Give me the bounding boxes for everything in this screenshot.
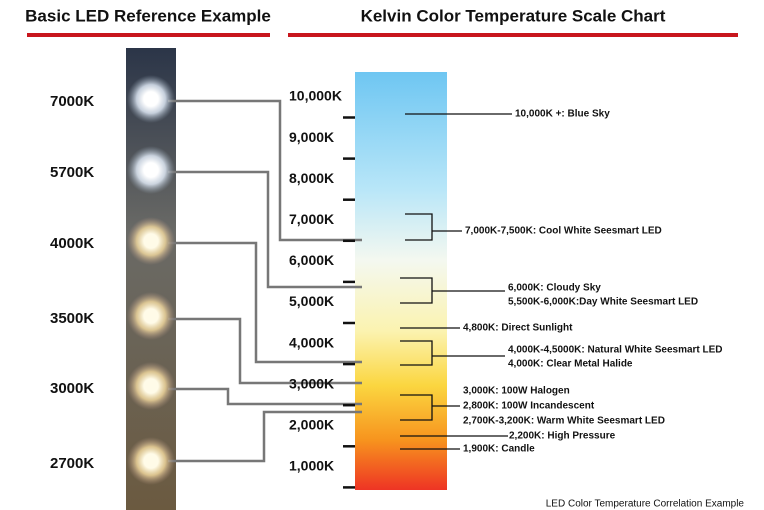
scale-label: 9,000K — [289, 129, 334, 145]
annotation: 4,800K: Direct Sunlight — [463, 323, 573, 334]
annotation: 2,700K-3,200K: Warm White Seesmart LED — [463, 416, 665, 427]
led-light — [127, 362, 175, 410]
scale-label: 6,000K — [289, 252, 334, 268]
connectors — [168, 99, 362, 463]
annotation-lines — [400, 113, 512, 450]
annotation: 2,200K: High Pressure — [509, 431, 616, 442]
connector — [168, 317, 362, 385]
annotation: 1,900K: Candle — [463, 444, 535, 455]
connector — [168, 387, 362, 406]
annotation: 5,500K-6,000K:Day White Seesmart LED — [508, 297, 698, 308]
kelvin-bar — [355, 72, 447, 490]
connector — [168, 170, 362, 289]
connector — [168, 410, 362, 463]
bracket — [400, 394, 460, 421]
led-label: 7000K — [50, 93, 94, 110]
annotation: 4,000K: Clear Metal Halide — [508, 359, 633, 370]
scale-label: 7,000K — [289, 211, 334, 227]
led-label: 5700K — [50, 164, 94, 181]
bracket — [400, 340, 505, 366]
led-light — [127, 437, 175, 485]
scale-label: 8,000K — [289, 170, 334, 186]
bracket — [400, 277, 505, 304]
annotation: 2,800K: 100W Incandescent — [463, 401, 595, 412]
led-light — [127, 146, 175, 194]
annotation: 3,000K: 100W Halogen — [463, 386, 570, 397]
annotation: 7,000K-7,500K: Cool White Seesmart LED — [465, 226, 662, 237]
scale-label: 3,000K — [289, 375, 334, 391]
led-light — [127, 217, 175, 265]
led-label: 4000K — [50, 235, 94, 252]
right-title: Kelvin Color Temperature Scale Chart — [361, 6, 666, 25]
scale-label: 2,000K — [289, 417, 334, 433]
led-label: 2700K — [50, 455, 94, 472]
led-light — [127, 75, 175, 123]
led-label: 3000K — [50, 380, 94, 397]
left-title: Basic LED Reference Example — [25, 6, 271, 25]
annotation: 6,000K: Cloudy Sky — [508, 283, 601, 294]
annotation: 4,000K-4,5000K: Natural White Seesmart L… — [508, 345, 723, 356]
annotation: 10,000K +: Blue Sky — [515, 109, 610, 120]
scale-label: 10,000K — [289, 88, 342, 104]
connector — [168, 99, 362, 242]
bracket — [405, 213, 462, 241]
scale-label: 4,000K — [289, 334, 334, 350]
footer: LED Color Temperature Correlation Exampl… — [546, 499, 745, 510]
connector — [168, 241, 362, 364]
led-label: 3500K — [50, 310, 94, 327]
led-strip — [126, 48, 176, 510]
scale-label: 5,000K — [289, 293, 334, 309]
scale-label: 1,000K — [289, 458, 334, 474]
led-light — [127, 292, 175, 340]
